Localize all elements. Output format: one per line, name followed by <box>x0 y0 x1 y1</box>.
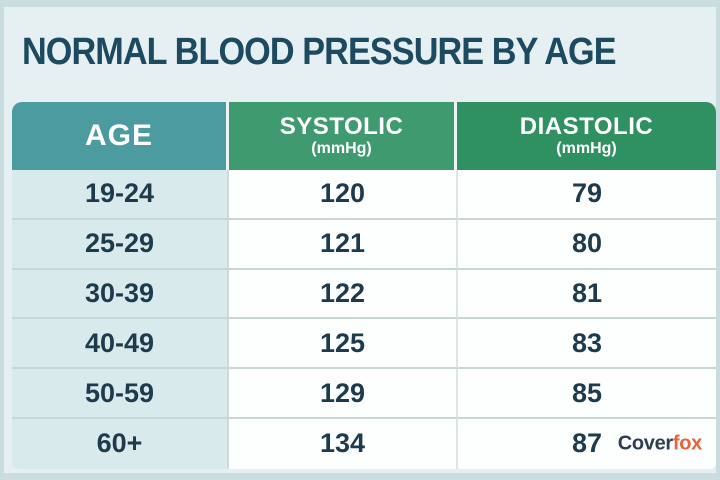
diastolic-cell: 85 <box>458 369 716 419</box>
table-row: 60+ 134 87 Coverfox <box>12 418 716 469</box>
systolic-cell: 129 <box>229 369 458 419</box>
table-row: 25-29 121 80 <box>12 219 716 270</box>
systolic-cell: 125 <box>229 319 458 370</box>
systolic-cell: 134 <box>229 418 458 469</box>
page-title: NORMAL BLOOD PRESSURE BY AGE <box>22 31 617 73</box>
age-cell: 30-39 <box>12 269 229 320</box>
column-header-systolic-label: SYSTOLIC <box>279 113 404 140</box>
column-header-age: AGE <box>12 102 229 170</box>
diastolic-cell: 79 <box>458 170 716 220</box>
column-header-age-label: AGE <box>84 119 153 153</box>
table-row: 30-39 122 81 <box>12 269 716 320</box>
systolic-cell: 120 <box>229 170 458 220</box>
age-cell: 40-49 <box>12 319 229 370</box>
blood-pressure-table: AGE SYSTOLIC (mmHg) DIASTOLIC (mmHg) 19-… <box>12 102 716 469</box>
age-cell: 50-59 <box>12 369 229 419</box>
diastolic-cell: 87 Coverfox <box>458 418 716 469</box>
table-header-row: AGE SYSTOLIC (mmHg) DIASTOLIC (mmHg) <box>12 102 716 170</box>
table-row: 50-59 129 85 <box>12 369 716 419</box>
column-header-diastolic-label: DIASTOLIC <box>519 113 654 140</box>
age-cell: 60+ <box>12 418 229 469</box>
coverfox-logo-prefix: Cover <box>617 432 674 455</box>
diastolic-cell: 80 <box>458 219 716 270</box>
coverfox-logo-suffix: fox <box>672 432 702 455</box>
diastolic-cell: 83 <box>458 319 716 370</box>
diastolic-value: 87 <box>571 428 603 459</box>
systolic-cell: 121 <box>229 219 458 270</box>
column-header-diastolic-unit: (mmHg) <box>556 140 617 158</box>
systolic-cell: 122 <box>229 269 458 320</box>
table-row: 19-24 120 79 <box>12 170 716 220</box>
coverfox-logo: Coverfox <box>617 432 703 455</box>
column-header-systolic-unit: (mmHg) <box>311 140 372 158</box>
age-cell: 19-24 <box>12 170 229 220</box>
page-background: NORMAL BLOOD PRESSURE BY AGE AGE SYSTOLI… <box>4 7 716 473</box>
table-row: 40-49 125 83 <box>12 319 716 370</box>
diastolic-cell: 81 <box>458 269 716 320</box>
column-header-systolic: SYSTOLIC (mmHg) <box>229 102 457 170</box>
age-cell: 25-29 <box>12 219 229 270</box>
column-header-diastolic: DIASTOLIC (mmHg) <box>457 102 716 170</box>
